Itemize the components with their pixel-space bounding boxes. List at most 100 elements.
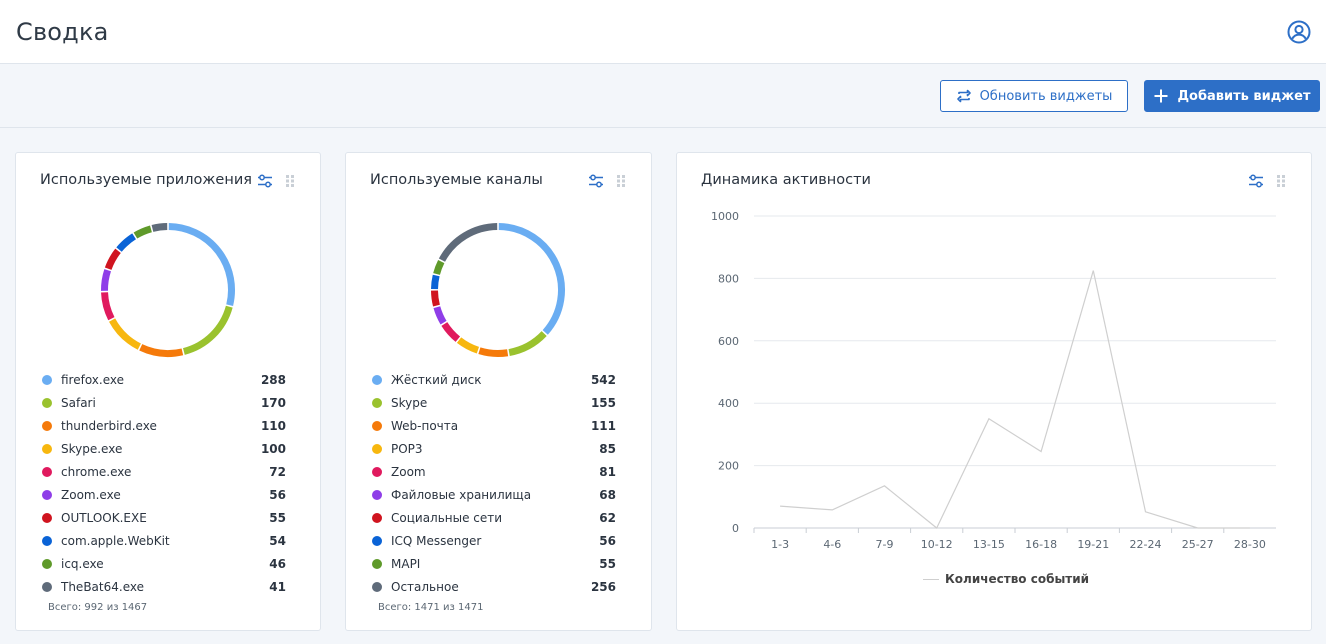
legend-label: Остальное xyxy=(391,580,459,594)
legend-item[interactable]: MAPI 55 xyxy=(372,556,622,579)
legend-value: 111 xyxy=(590,419,616,433)
donut-slice[interactable] xyxy=(116,233,137,252)
legend-label: ICQ Messenger xyxy=(391,534,482,548)
legend-label: icq.exe xyxy=(61,557,104,571)
donut-slice[interactable] xyxy=(139,344,184,357)
donut-slice[interactable] xyxy=(108,318,142,350)
x-tick-label: 28-30 xyxy=(1234,538,1266,551)
legend-item[interactable]: com.apple.WebKit 54 xyxy=(42,533,292,556)
legend-item[interactable]: firefox.exe 288 xyxy=(42,372,292,395)
apps-legend: firefox.exe 288 Safari 170 thunderbird.exe 11… xyxy=(42,372,292,602)
x-tick-label: 19-21 xyxy=(1077,538,1109,551)
donut-slice[interactable] xyxy=(101,292,115,321)
y-tick-label: 1000 xyxy=(711,210,739,223)
activity-chart-legend[interactable]: Количество событий xyxy=(923,572,1089,586)
legend-value: 55 xyxy=(599,557,616,571)
donut-slice[interactable] xyxy=(438,223,498,262)
user-circle-icon[interactable] xyxy=(1287,20,1311,44)
channels-donut-chart xyxy=(431,223,565,357)
donut-slice[interactable] xyxy=(104,248,121,271)
donut-slice[interactable] xyxy=(498,223,565,335)
add-widget-button[interactable]: Добавить виджет xyxy=(1144,80,1320,112)
legend-label: com.apple.WebKit xyxy=(61,534,170,548)
drag-handle-icon[interactable] xyxy=(616,174,626,188)
donut-slice[interactable] xyxy=(101,269,112,291)
legend-item[interactable]: chrome.exe 72 xyxy=(42,464,292,487)
add-widget-label: Добавить виджет xyxy=(1177,88,1311,104)
legend-label: Web-почта xyxy=(391,419,459,433)
x-tick-label: 7-9 xyxy=(876,538,894,551)
legend-value: 100 xyxy=(260,442,286,456)
channels-legend: Жёсткий диск 542 Skype 155 Web-почта 111 POP3 8… xyxy=(372,372,622,602)
legend-item[interactable]: Zoom.exe 56 xyxy=(42,487,292,510)
legend-value: 85 xyxy=(599,442,616,456)
donut-slice[interactable] xyxy=(151,223,168,232)
legend-label: POP3 xyxy=(391,442,423,456)
legend-item[interactable]: POP3 85 xyxy=(372,441,622,464)
settings-sliders-icon[interactable] xyxy=(588,173,604,189)
legend-dot xyxy=(42,375,52,385)
donut-slice[interactable] xyxy=(478,347,509,357)
legend-dot xyxy=(372,559,382,569)
page-header: Сводка xyxy=(0,0,1326,64)
x-tick-label: 4-6 xyxy=(823,538,841,551)
widget-apps-tools xyxy=(257,173,295,189)
legend-label: MAPI xyxy=(391,557,421,571)
legend-value: 288 xyxy=(260,373,286,387)
y-tick-label: 0 xyxy=(732,522,739,535)
legend-label: Файловые хранилища xyxy=(391,488,532,502)
legend-label: Zoom xyxy=(391,465,426,479)
activity-line-chart: 0 200 400 600 800 1000 1-3 4-6 7-9 10-12 13-15 16-1… xyxy=(711,210,1276,551)
donut-slice[interactable] xyxy=(182,305,233,355)
legend-item[interactable]: TheBat64.exe 41 xyxy=(42,579,292,602)
legend-item[interactable]: Остальное 256 xyxy=(372,579,622,602)
legend-label: thunderbird.exe xyxy=(61,419,157,433)
legend-label: Zoom.exe xyxy=(61,488,121,502)
legend-label: Safari xyxy=(61,396,96,410)
widget-apps-title: Используемые приложения xyxy=(40,172,252,188)
y-tick-label: 600 xyxy=(718,335,739,348)
donut-slice[interactable] xyxy=(431,274,440,290)
legend-item[interactable]: Safari 170 xyxy=(42,395,292,418)
drag-handle-icon[interactable] xyxy=(1276,174,1286,188)
series-line xyxy=(780,270,1250,529)
legend-value: 110 xyxy=(260,419,286,433)
legend-item[interactable]: thunderbird.exe 110 xyxy=(42,418,292,441)
legend-value: 54 xyxy=(269,534,286,548)
legend-item[interactable]: Социальные сети 62 xyxy=(372,510,622,533)
apps-donut-chart xyxy=(101,223,235,357)
legend-item[interactable]: OUTLOOK.EXE 55 xyxy=(42,510,292,533)
legend-item[interactable]: Файловые хранилища 68 xyxy=(372,487,622,510)
y-tick-label: 800 xyxy=(718,272,739,285)
drag-handle-icon[interactable] xyxy=(285,174,295,188)
legend-item[interactable]: ICQ Messenger 56 xyxy=(372,533,622,556)
settings-sliders-icon[interactable] xyxy=(257,173,273,189)
donut-slice[interactable] xyxy=(441,321,461,342)
donut-slice[interactable] xyxy=(168,223,235,306)
settings-sliders-icon[interactable] xyxy=(1248,173,1264,189)
donut-slice[interactable] xyxy=(431,290,440,307)
donut-slice[interactable] xyxy=(508,331,547,356)
legend-dot xyxy=(372,513,382,523)
legend-dot xyxy=(372,421,382,431)
legend-dot xyxy=(42,467,52,477)
legend-label: OUTLOOK.EXE xyxy=(61,511,147,525)
donut-slice[interactable] xyxy=(133,225,152,239)
donut-slice[interactable] xyxy=(433,306,447,325)
donut-slice[interactable] xyxy=(433,259,445,275)
legend-value: 542 xyxy=(590,373,616,387)
legend-item[interactable]: icq.exe 46 xyxy=(42,556,292,579)
legend-item[interactable]: Skype 155 xyxy=(372,395,622,418)
legend-value: 62 xyxy=(599,511,616,525)
legend-value: 56 xyxy=(599,534,616,548)
legend-item[interactable]: Zoom 81 xyxy=(372,464,622,487)
legend-item[interactable]: Skype.exe 100 xyxy=(42,441,292,464)
legend-item[interactable]: Жёсткий диск 542 xyxy=(372,372,622,395)
legend-dot xyxy=(372,398,382,408)
legend-dot xyxy=(42,536,52,546)
donut-slice[interactable] xyxy=(456,337,480,354)
refresh-widgets-button[interactable]: Обновить виджеты xyxy=(940,80,1128,112)
legend-item[interactable]: Web-почта 111 xyxy=(372,418,622,441)
x-tick-label: 16-18 xyxy=(1025,538,1057,551)
legend-value: 46 xyxy=(269,557,286,571)
